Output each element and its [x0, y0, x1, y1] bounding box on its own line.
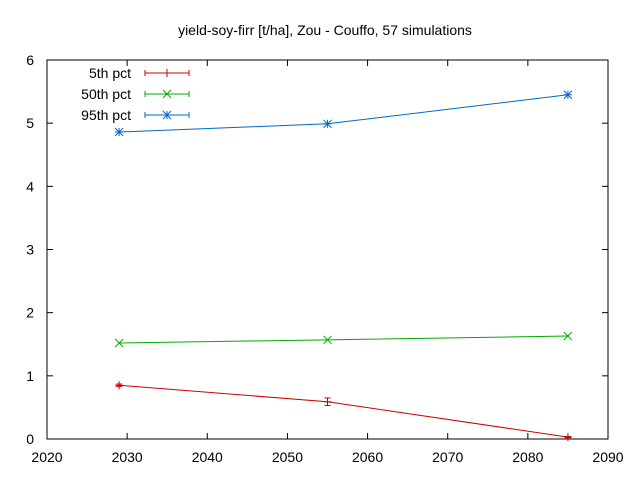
data-point	[115, 381, 124, 390]
series-line	[119, 384, 569, 438]
marker-stroke	[323, 335, 332, 345]
legend-item: 50th pct	[81, 86, 190, 102]
x-tick-label: 2080	[512, 449, 543, 465]
series-line	[119, 335, 568, 344]
marker-stroke	[323, 119, 332, 129]
x-tick-label: 2060	[352, 449, 383, 465]
legend-item: 95th pct	[81, 107, 190, 123]
legend-label: 5th pct	[89, 65, 131, 81]
y-tick-label: 2	[26, 305, 34, 321]
y-tick-label: 6	[26, 52, 34, 68]
data-point	[114, 338, 124, 348]
x-tick-label: 2040	[192, 449, 223, 465]
data-point	[323, 335, 332, 345]
marker-stroke	[114, 338, 124, 348]
series-3	[114, 90, 573, 137]
x-tick-label: 2030	[112, 449, 143, 465]
chart-title: yield-soy-firr [t/ha], Zou - Couffo, 57 …	[178, 22, 472, 38]
x-tick-label: 2090	[592, 449, 623, 465]
legend-marker	[163, 69, 171, 77]
x-tick-label: 2020	[31, 449, 62, 465]
series-1	[115, 381, 572, 442]
y-tick-label: 0	[26, 431, 34, 447]
data-point	[563, 433, 572, 442]
y-tick-label: 3	[26, 242, 34, 258]
data-point	[563, 90, 573, 100]
axes: 2020 2030 2040 2050 2060 2070 2080 2090 0 1 2 3 4 5 6	[26, 52, 624, 465]
marker-stroke	[162, 89, 172, 99]
legend-label: 50th pct	[81, 86, 131, 102]
y-tick-label: 4	[26, 178, 34, 194]
y-tick-label: 1	[26, 368, 34, 384]
legend-item: 5th pct	[89, 65, 190, 81]
legend-marker	[162, 89, 172, 99]
legend: 5th pct 50th pct 95th pct	[81, 65, 190, 123]
legend-label: 95th pct	[81, 107, 131, 123]
legend-marker	[162, 110, 172, 120]
x-tick-label: 2070	[432, 449, 463, 465]
series-group	[114, 90, 573, 442]
data-point	[323, 119, 332, 129]
marker-stroke	[162, 110, 172, 120]
plot-frame	[46, 59, 609, 440]
marker-stroke	[114, 127, 124, 137]
data-point	[323, 397, 332, 406]
series-line	[119, 94, 568, 133]
x-tick-label: 2050	[272, 449, 303, 465]
marker-stroke	[563, 90, 573, 100]
marker-stroke	[563, 331, 573, 341]
data-point	[114, 127, 124, 137]
y-tick-label: 5	[26, 115, 34, 131]
series-2	[114, 331, 573, 348]
data-point	[563, 331, 573, 341]
